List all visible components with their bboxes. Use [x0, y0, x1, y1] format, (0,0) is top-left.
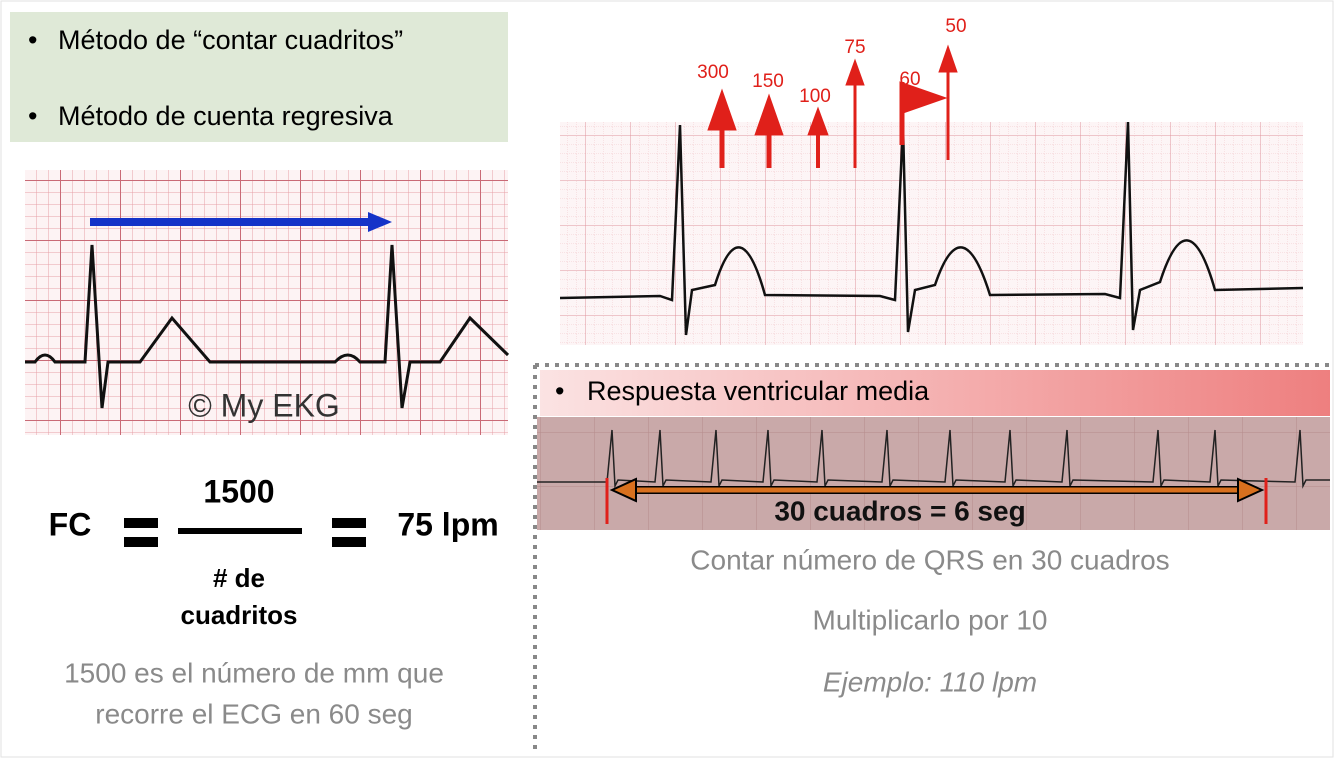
watermark: © My EKG: [188, 387, 340, 423]
arrow-head: [754, 93, 784, 136]
countdown-arrows: [707, 44, 958, 168]
rr-arrow-head: [368, 212, 392, 232]
arrow-head: [807, 106, 829, 136]
countdown-label: 100: [799, 86, 831, 107]
bullet-box: [10, 12, 508, 142]
formula-numerator: 1500: [203, 473, 274, 509]
bullet-dot: •: [28, 25, 37, 55]
equals: [124, 537, 158, 547]
countdown-label: 50: [945, 16, 966, 37]
bullet: Método de cuenta regresiva: [58, 101, 394, 131]
equals: [332, 518, 366, 528]
arrow-head: [707, 88, 737, 131]
bullet: Método de “contar cuadritos”: [58, 25, 403, 55]
ecg-grid: [560, 122, 1303, 345]
countdown-label: 150: [752, 71, 784, 92]
note: recorre el ECG en 60 seg: [95, 698, 413, 729]
banner-text: Respuesta ventricular media: [587, 376, 930, 406]
note: 1500 es el número de mm que: [64, 657, 444, 688]
arrow-head: [845, 58, 865, 86]
formula-denominator: cuadritos: [180, 600, 297, 630]
countdown-label: 300: [697, 62, 729, 83]
strip-grid: [537, 417, 1330, 530]
ecg-trace: [559, 121, 1304, 336]
strip-label: 30 cuadros = 6 seg: [774, 495, 1025, 526]
arrow-head: [938, 44, 958, 73]
bullet-dot: •: [555, 376, 564, 406]
formula-result: 75 lpm: [397, 506, 498, 542]
bullet-dot: •: [28, 101, 37, 131]
instruction: Multiplicarlo por 10: [813, 604, 1048, 635]
span-arrow-head: [1237, 477, 1265, 503]
flag: [899, 81, 948, 115]
countdown-label: 60: [899, 69, 920, 90]
instruction: Contar número de QRS en 30 cuadros: [690, 544, 1169, 575]
ecg-trace: [25, 244, 510, 409]
example: Ejemplo: 110 lpm: [823, 666, 1037, 697]
banner: [540, 370, 1330, 416]
countdown-label: 75: [844, 37, 865, 58]
equals: [124, 518, 158, 528]
formula-denominator: # de: [213, 563, 265, 593]
fraction-bar: [178, 528, 302, 534]
strip-trace: [537, 429, 1330, 489]
span-arrow-head: [609, 477, 637, 503]
equals: [332, 537, 366, 547]
formula-lhs: FC: [49, 506, 92, 542]
